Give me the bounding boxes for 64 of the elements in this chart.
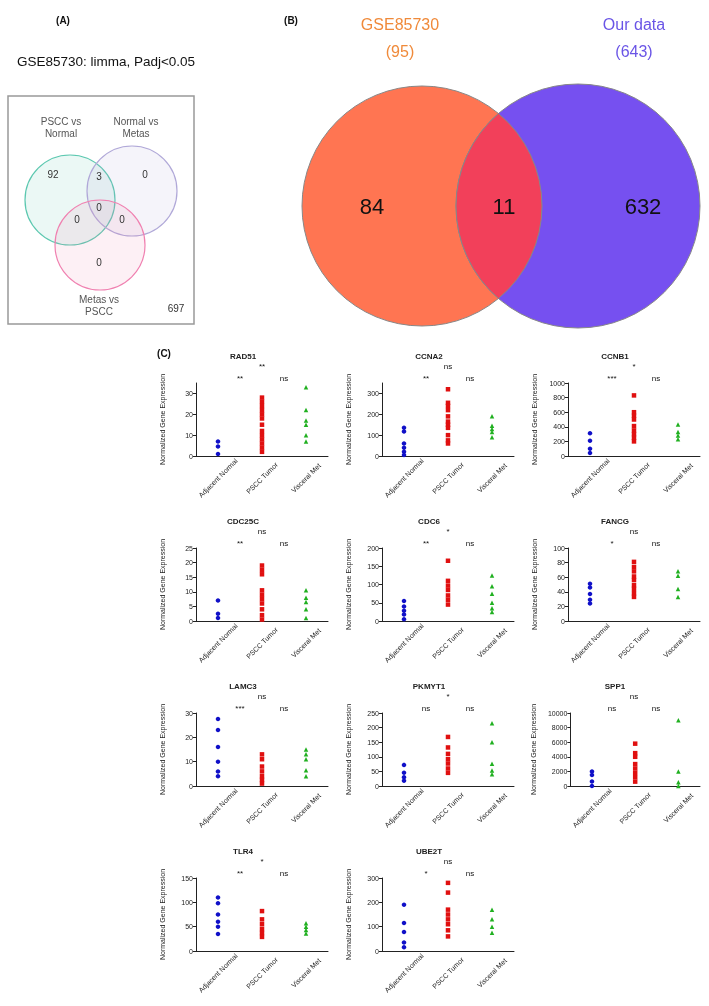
data-label: 0 (119, 213, 126, 225)
text: * (446, 526, 450, 536)
text: Our data (643) (602, 15, 666, 60)
text: ns (279, 703, 289, 713)
data-label: 84 (359, 193, 385, 219)
chart-title: CDC6 (418, 516, 441, 526)
data-label: 697 (167, 302, 185, 314)
text: ns (629, 526, 639, 536)
text: ns (465, 538, 475, 548)
data-label: 11 (492, 193, 516, 219)
chart-title: SPP1 (604, 681, 626, 691)
text: PSCC vs Normal (40, 115, 82, 139)
text: * (424, 868, 428, 878)
text: * (260, 856, 264, 866)
text: ** (422, 538, 430, 548)
data-label: 0 (96, 201, 103, 213)
text: ns (629, 691, 639, 701)
chart-title: UBE2T (415, 846, 443, 856)
text: (C) (157, 347, 171, 359)
text: ns (443, 856, 453, 866)
text: ns (279, 868, 289, 878)
text: ** (258, 361, 266, 371)
text: * (632, 361, 636, 371)
chart-title: FANCG (601, 516, 629, 526)
text: Metas vs PSCC (78, 293, 120, 317)
text: ns (257, 526, 267, 536)
text: ns (465, 373, 475, 383)
text: ns (465, 868, 475, 878)
text: ns (279, 373, 289, 383)
text: ns (421, 703, 431, 713)
text: ** (236, 868, 244, 878)
text: ns (279, 538, 289, 548)
text: ** (236, 538, 244, 548)
chart-title: RAD51 (229, 351, 257, 361)
chart-title: PKMYT1 (412, 681, 446, 691)
text: *** (607, 373, 617, 383)
text: ** (236, 373, 244, 383)
text: GSE85730: limma, Padj<0.05 (16, 53, 196, 69)
chart-title: TLR4 (233, 846, 254, 856)
data-label: 632 (624, 193, 662, 219)
text: ns (465, 703, 475, 713)
text: GSE85730 (95) (360, 15, 440, 60)
text: ns (607, 703, 617, 713)
text: (B) (284, 14, 298, 26)
text: ns (651, 703, 661, 713)
text: Normal vs Metas (113, 115, 159, 139)
text: ** (422, 373, 430, 383)
text: *** (235, 703, 245, 713)
text: (A) (56, 14, 70, 26)
text: ns (651, 538, 661, 548)
data-label: 0 (74, 213, 81, 225)
text: ns (443, 361, 453, 371)
chart-title: CCNB1 (601, 351, 630, 361)
chart-title: CCNA2 (415, 351, 444, 361)
data-label: 0 (96, 256, 103, 268)
text: ns (651, 373, 661, 383)
text: ns (257, 691, 267, 701)
data-label: 0 (142, 168, 149, 180)
chart-title: LAMC3 (229, 681, 258, 691)
data-label: 3 (96, 170, 103, 182)
chart-title: CDC25C (226, 516, 260, 526)
text: * (446, 691, 450, 701)
text: * (610, 538, 614, 548)
data-label: 92 (47, 168, 59, 180)
